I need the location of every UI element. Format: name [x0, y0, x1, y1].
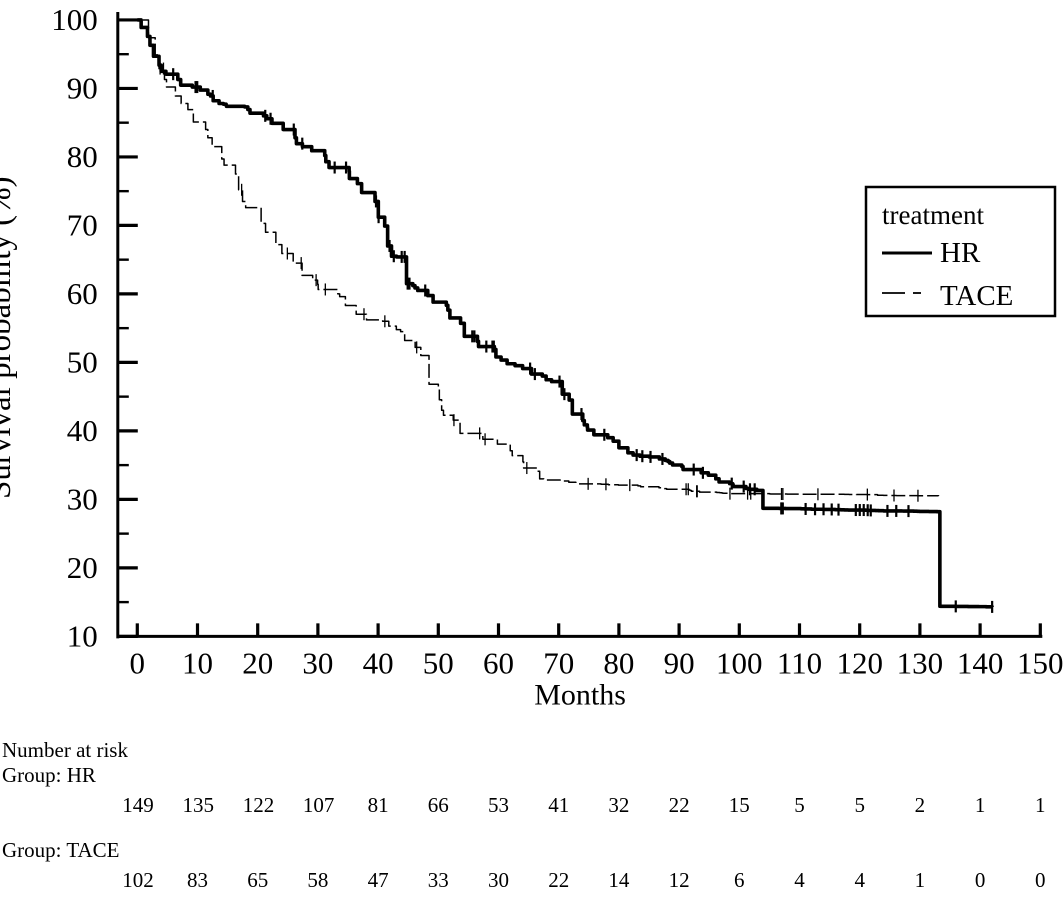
svg-text:80: 80	[67, 139, 98, 174]
svg-text:100: 100	[51, 2, 98, 37]
svg-text:60: 60	[483, 645, 514, 680]
svg-text:0: 0	[130, 645, 146, 680]
svg-text:140: 140	[957, 645, 1004, 680]
svg-text:TACE: TACE	[940, 280, 1013, 312]
svg-text:60: 60	[67, 276, 98, 311]
svg-text:100: 100	[716, 645, 763, 680]
svg-text:10: 10	[182, 645, 213, 680]
svg-text:110: 110	[777, 645, 822, 680]
svg-text:50: 50	[423, 645, 454, 680]
svg-text:20: 20	[67, 550, 98, 585]
svg-text:50: 50	[67, 344, 98, 379]
svg-text:10: 10	[67, 618, 98, 653]
svg-text:80: 80	[603, 645, 634, 680]
svg-text:Months: Months	[534, 678, 626, 711]
svg-text:150: 150	[1017, 645, 1063, 680]
svg-text:20: 20	[242, 645, 273, 680]
svg-text:90: 90	[67, 70, 98, 105]
svg-text:70: 70	[543, 645, 574, 680]
svg-text:70: 70	[67, 207, 98, 242]
svg-text:HR: HR	[940, 237, 981, 269]
svg-text:40: 40	[363, 645, 394, 680]
svg-text:30: 30	[302, 645, 333, 680]
svg-text:90: 90	[664, 645, 695, 680]
svg-text:treatment: treatment	[882, 200, 984, 230]
svg-text:40: 40	[67, 413, 98, 448]
svg-text:30: 30	[67, 481, 98, 516]
svg-text:120: 120	[836, 645, 883, 680]
svg-text:130: 130	[897, 645, 944, 680]
